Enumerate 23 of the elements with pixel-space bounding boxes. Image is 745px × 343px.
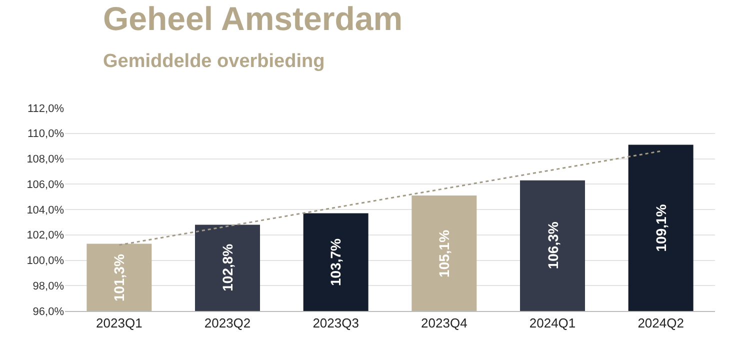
data-label: 101,3%: [110, 254, 127, 302]
chart-title: Geheel Amsterdam: [103, 0, 403, 37]
x-tick-label: 2023Q2: [204, 316, 251, 331]
y-tick-label: 104,0%: [26, 204, 64, 216]
data-label: 103,7%: [328, 238, 344, 286]
y-tick-label: 102,0%: [26, 230, 64, 242]
y-tick-label: 96,0%: [32, 306, 64, 318]
data-label: 106,3%: [544, 221, 561, 270]
y-tick-label: 98,0%: [32, 280, 64, 292]
y-tick-label: 108,0%: [26, 154, 64, 166]
x-tick-label: 2023Q1: [96, 316, 142, 331]
y-tick-label: 106,0%: [26, 178, 64, 191]
data-label: 102,8%: [220, 243, 236, 292]
x-tick-label: 2023Q3: [312, 316, 359, 331]
y-tick-label: 110,0%: [28, 128, 64, 140]
x-tick-label: 2024Q1: [529, 316, 576, 331]
x-tick-label: 2024Q2: [638, 316, 684, 331]
data-label: 109,1%: [652, 204, 669, 252]
y-tick-label: 112,0%: [28, 102, 64, 115]
data-label: 105,1%: [436, 229, 452, 278]
y-tick-label: 100,0%: [26, 255, 64, 268]
x-tick-label: 2023Q4: [421, 316, 468, 331]
chart-subtitle: Gemiddelde overbieding: [103, 51, 325, 72]
